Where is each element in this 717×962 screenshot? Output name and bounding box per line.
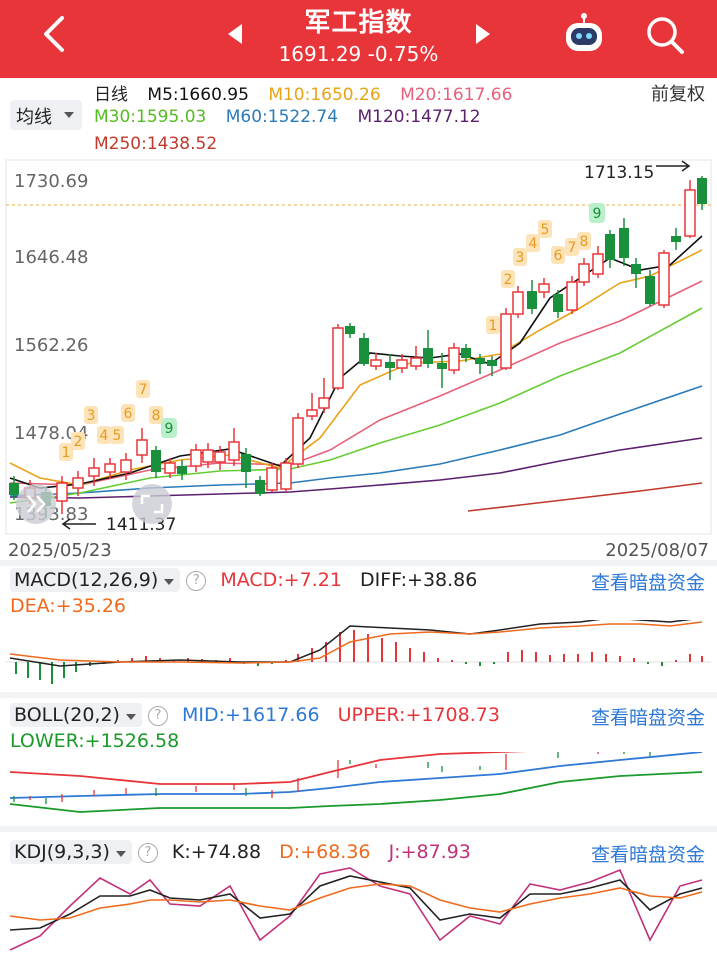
svg-text:9: 9 bbox=[593, 206, 602, 222]
diff-value: DIFF:+38.86 bbox=[360, 569, 478, 591]
svg-text:1: 1 bbox=[489, 318, 498, 334]
change-percent: -0.75% bbox=[367, 42, 439, 66]
high-price-label: 1713.15 bbox=[584, 163, 654, 183]
adjust-mode-label[interactable]: 前复权 bbox=[651, 84, 705, 105]
chevron-down-icon bbox=[125, 714, 136, 720]
start-date: 2025/05/23 bbox=[8, 540, 112, 561]
ma20-value: M20:1617.66 bbox=[400, 85, 513, 105]
svg-text:4: 4 bbox=[100, 428, 109, 444]
chevron-down-icon bbox=[164, 579, 175, 585]
header-bar: 军工指数 1691.29 -0.75% bbox=[0, 0, 717, 78]
current-price: 1691.29 bbox=[278, 42, 362, 66]
boll-upper-value: UPPER:+1708.73 bbox=[337, 704, 500, 726]
view-dark-pool-link[interactable]: 查看暗盘资金 bbox=[590, 707, 705, 729]
kdj-d-value: D:+68.36 bbox=[279, 841, 371, 863]
macd-name: MACD(12,26,9) bbox=[14, 569, 159, 591]
svg-text:8: 8 bbox=[152, 408, 161, 424]
macd-value: MACD:+7.21 bbox=[220, 569, 342, 591]
td-badges-a: 1 2 3 4 5 6 7 8 9 bbox=[59, 380, 177, 461]
svg-text:6: 6 bbox=[554, 248, 563, 264]
kdj-name: KDJ(9,3,3) bbox=[14, 841, 110, 863]
kdj-j-value: J:+87.93 bbox=[388, 841, 471, 863]
ma10-line bbox=[9, 249, 703, 486]
y-tick-4: 1478.04 bbox=[14, 423, 88, 444]
ma-legend-row-2: M30:1595.03 M60:1522.74 M120:1477.12 bbox=[94, 107, 495, 127]
ma250-line bbox=[467, 482, 703, 512]
svg-text:9: 9 bbox=[165, 421, 174, 437]
macd-chart bbox=[6, 620, 711, 684]
chevron-down-icon bbox=[64, 112, 74, 118]
ma-legend-row-3: M250:1438.52 bbox=[94, 134, 231, 154]
svg-text:2: 2 bbox=[504, 272, 513, 288]
divider bbox=[0, 692, 717, 698]
svg-text:3: 3 bbox=[87, 408, 96, 424]
candlesticks bbox=[9, 176, 707, 518]
robot-assistant-icon[interactable] bbox=[560, 12, 608, 56]
macd-header: MACD(12,26,9)? MACD:+7.21 DIFF:+38.86 bbox=[10, 568, 477, 592]
high-arrow-icon bbox=[656, 160, 691, 172]
kline-chart[interactable]: 1730.69 1646.48 1562.26 1478.04 1393.83 bbox=[0, 158, 717, 538]
help-icon[interactable]: ? bbox=[137, 843, 158, 863]
next-triangle-icon[interactable] bbox=[472, 22, 492, 46]
ma30-line bbox=[9, 307, 703, 504]
help-icon[interactable]: ? bbox=[147, 706, 168, 726]
ma30-value: M30:1595.03 bbox=[94, 107, 207, 127]
chevron-down-icon bbox=[115, 851, 126, 857]
page-title: 军工指数 bbox=[304, 8, 413, 38]
svg-text:1: 1 bbox=[62, 445, 71, 461]
ma60-value: M60:1522.74 bbox=[225, 107, 339, 127]
divider bbox=[0, 560, 717, 566]
view-dark-pool-link[interactable]: 查看暗盘资金 bbox=[590, 572, 705, 594]
fullscreen-icon[interactable] bbox=[132, 484, 172, 524]
kdj-k-value: K:+74.88 bbox=[171, 841, 262, 863]
kdj-chart bbox=[9, 867, 703, 951]
boll-name: BOLL(20,2) bbox=[14, 704, 120, 726]
low-arrow-icon bbox=[61, 518, 96, 530]
search-icon[interactable] bbox=[644, 14, 686, 56]
price-summary: 1691.29 -0.75% bbox=[0, 42, 717, 66]
svg-text:5: 5 bbox=[113, 428, 122, 444]
boll-mid-value: MID:+1617.66 bbox=[182, 704, 320, 726]
kdj-selector[interactable]: KDJ(9,3,3) bbox=[10, 840, 132, 864]
svg-text:6: 6 bbox=[124, 406, 133, 422]
end-date: 2025/08/07 bbox=[605, 540, 709, 561]
boll-header: BOLL(20,2)? MID:+1617.66 UPPER:+1708.73 bbox=[10, 703, 500, 727]
y-tick-2: 1646.48 bbox=[14, 247, 88, 268]
svg-text:4: 4 bbox=[529, 236, 538, 252]
expand-chevrons-icon[interactable] bbox=[16, 484, 56, 524]
ma5-value: M5:1660.95 bbox=[147, 85, 249, 105]
boll-chart bbox=[9, 752, 703, 813]
boll-lower-value: LOWER:+1526.58 bbox=[10, 730, 180, 752]
previous-triangle-icon[interactable] bbox=[226, 22, 246, 46]
ma-type-label: 均线 bbox=[16, 107, 52, 128]
view-dark-pool-link[interactable]: 查看暗盘资金 bbox=[590, 844, 705, 866]
divider bbox=[0, 826, 717, 832]
svg-text:2: 2 bbox=[74, 434, 83, 450]
y-tick-3: 1562.26 bbox=[14, 335, 88, 356]
svg-text:3: 3 bbox=[516, 250, 525, 266]
ma120-value: M120:1477.12 bbox=[357, 107, 481, 127]
svg-text:8: 8 bbox=[580, 234, 589, 250]
svg-text:7: 7 bbox=[139, 382, 148, 398]
back-arrow-icon[interactable] bbox=[36, 14, 72, 54]
ma-type-dropdown[interactable]: 均线 bbox=[10, 100, 82, 130]
period-label[interactable]: 日线 bbox=[94, 85, 128, 105]
y-tick-1: 1730.69 bbox=[14, 171, 88, 192]
dea-value: DEA:+35.26 bbox=[10, 595, 127, 617]
ma20-line bbox=[9, 280, 703, 486]
help-icon[interactable]: ? bbox=[186, 571, 207, 591]
ma250-value: M250:1438.52 bbox=[94, 134, 218, 154]
svg-text:5: 5 bbox=[541, 222, 550, 238]
svg-text:7: 7 bbox=[568, 240, 577, 256]
ma-legend-row-1: 日线 M5:1660.95 M10:1650.26 M20:1617.66 bbox=[94, 80, 526, 105]
ma60-line bbox=[9, 385, 703, 497]
boll-selector[interactable]: BOLL(20,2) bbox=[10, 703, 142, 727]
macd-selector[interactable]: MACD(12,26,9) bbox=[10, 568, 181, 592]
td-badges-b: 1 2 3 4 5 6 7 8 9 bbox=[486, 203, 605, 334]
ma10-value: M10:1650.26 bbox=[268, 85, 381, 105]
kdj-header: KDJ(9,3,3)? K:+74.88 D:+68.36 J:+87.93 bbox=[10, 840, 471, 864]
